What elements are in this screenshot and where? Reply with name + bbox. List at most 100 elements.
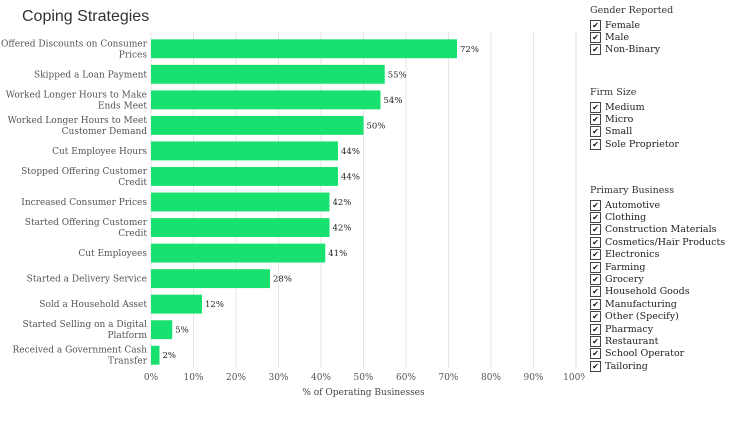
- category-label: Cut Employee Hours: [52, 147, 147, 157]
- checkbox-checked-icon[interactable]: ✔: [590, 236, 601, 248]
- filter-option[interactable]: ✔ Grocery: [590, 273, 725, 286]
- filter-option[interactable]: ✔ Other (Specify): [590, 311, 725, 323]
- filter-option[interactable]: ✔ Female: [590, 19, 673, 31]
- filter-option-label: Clothing: [605, 212, 647, 224]
- bar: [151, 243, 326, 263]
- checkbox-checked-icon[interactable]: ✔: [590, 44, 601, 56]
- filter-option-label: Grocery: [605, 274, 644, 286]
- bar: [151, 320, 173, 340]
- filter-option[interactable]: ✔ Medium: [590, 101, 679, 113]
- filter-option[interactable]: ✔ Sole Proprietor: [590, 138, 679, 150]
- filter-option[interactable]: ✔ Construction Materials: [590, 224, 725, 236]
- filter-option[interactable]: ✔ Pharmacy: [590, 323, 725, 335]
- x-tick-label: 70%: [438, 373, 458, 383]
- checkbox-checked-icon[interactable]: ✔: [590, 212, 601, 224]
- filter-option[interactable]: ✔ Tailoring: [590, 360, 725, 372]
- category-label: Skipped a Loan Payment: [34, 70, 147, 80]
- checkbox-checked-icon[interactable]: ✔: [590, 126, 601, 138]
- filter-option[interactable]: ✔ Micro: [590, 113, 679, 126]
- x-tick-label: 60%: [396, 373, 416, 383]
- x-tick-label: 30%: [268, 373, 288, 383]
- bar: [151, 218, 330, 237]
- data-label: 41%: [328, 249, 347, 259]
- filter-firm-size-title: Firm Size: [590, 87, 637, 98]
- data-label: 42%: [333, 198, 352, 208]
- filter-option-label: Farming: [605, 261, 646, 273]
- filter-option[interactable]: ✔ Clothing: [590, 211, 725, 224]
- filter-option[interactable]: ✔ Manufacturing: [590, 298, 725, 310]
- bar-chart: 0% 10% 20% 30% 40% 50% 60% 70% 80% 90% 100% % of Op…: [1, 32, 585, 398]
- filter-option-label: Other (Specify): [605, 311, 679, 323]
- filter-gender-list: ✔ Female ✔ Male ✔ Non-Binary: [590, 19, 673, 56]
- category-label: Received a Government Cash: [12, 346, 147, 356]
- category-label: Started Offering Customer: [25, 218, 148, 228]
- x-tick-label: 80%: [481, 373, 501, 383]
- category-label: Prices: [119, 50, 148, 60]
- filter-option[interactable]: ✔ Restaurant: [590, 335, 725, 347]
- filter-option[interactable]: ✔ Farming: [590, 261, 725, 273]
- checkbox-checked-icon[interactable]: ✔: [590, 274, 601, 286]
- filter-option-label: Female: [605, 19, 641, 31]
- category-label: Offered Discounts on Consumer: [1, 39, 148, 49]
- checkbox-checked-icon[interactable]: ✔: [590, 261, 601, 273]
- checkbox-checked-icon[interactable]: ✔: [590, 323, 601, 335]
- data-label: 2%: [163, 351, 177, 361]
- bar: [151, 345, 160, 365]
- x-tick-label: 10%: [183, 373, 203, 383]
- filter-option[interactable]: ✔ Small: [590, 126, 679, 138]
- filter-firm-size-list: ✔ Medium ✔ Micro ✔ Small ✔ Sole Proprietor: [590, 101, 679, 151]
- filter-primary-business: Primary Business ✔ Automotive ✔ Clothing ✔ Co…: [590, 185, 725, 372]
- checkbox-checked-icon[interactable]: ✔: [590, 138, 601, 150]
- filter-option-label: Sole Proprietor: [605, 138, 679, 150]
- filter-option[interactable]: ✔ Electronics: [590, 249, 725, 261]
- data-label: 55%: [388, 70, 407, 80]
- filter-option-label: Pharmacy: [605, 323, 654, 335]
- bar: [151, 167, 338, 186]
- filter-option[interactable]: ✔ Household Goods: [590, 286, 725, 298]
- checkbox-checked-icon[interactable]: ✔: [590, 224, 601, 236]
- filter-option[interactable]: ✔ Cosmetics/Hair Products: [590, 236, 725, 248]
- data-label: 54%: [384, 96, 403, 106]
- filter-primary-business-list: ✔ Automotive ✔ Clothing ✔ Construction Materi…: [590, 199, 725, 372]
- x-tick-label: 40%: [311, 373, 331, 383]
- checkbox-checked-icon[interactable]: ✔: [590, 114, 601, 126]
- data-label: 28%: [273, 275, 292, 285]
- filter-option-label: Manufacturing: [605, 298, 677, 310]
- checkbox-checked-icon[interactable]: ✔: [590, 199, 601, 211]
- chart-title: Coping Strategies: [22, 8, 150, 25]
- filter-option[interactable]: ✔ Non-Binary: [590, 44, 673, 56]
- category-label: Customer Demand: [62, 127, 148, 137]
- category-label: Ends Meet: [98, 101, 147, 111]
- filter-option-label: Male: [605, 32, 630, 44]
- checkbox-checked-icon[interactable]: ✔: [590, 298, 601, 310]
- checkbox-checked-icon[interactable]: ✔: [590, 249, 601, 261]
- filter-option[interactable]: ✔ Male: [590, 31, 673, 44]
- bar: [151, 294, 202, 314]
- category-label: Platform: [107, 331, 147, 341]
- filter-option[interactable]: ✔ Automotive: [590, 199, 725, 211]
- bar: [151, 115, 364, 135]
- category-label: Increased Consumer Prices: [21, 198, 147, 208]
- checkbox-checked-icon[interactable]: ✔: [590, 335, 601, 347]
- bar: [151, 90, 381, 110]
- data-label: 50%: [367, 121, 386, 131]
- filter-option-label: Electronics: [605, 249, 660, 261]
- x-tick-label: 90%: [523, 373, 543, 383]
- checkbox-checked-icon[interactable]: ✔: [590, 311, 601, 323]
- category-label: Worked Longer Hours to Meet: [8, 116, 148, 126]
- bar: [151, 269, 270, 289]
- checkbox-checked-icon[interactable]: ✔: [590, 32, 601, 44]
- filter-firm-size: Firm Size ✔ Medium ✔ Micro ✔ Small ✔ Sole Propr…: [590, 87, 679, 151]
- checkbox-checked-icon[interactable]: ✔: [590, 360, 601, 372]
- category-label: Worked Longer Hours to Make: [6, 90, 147, 100]
- checkbox-checked-icon[interactable]: ✔: [590, 348, 601, 360]
- filter-option[interactable]: ✔ School Operator: [590, 348, 725, 360]
- checkbox-checked-icon[interactable]: ✔: [590, 101, 601, 113]
- checkbox-checked-icon[interactable]: ✔: [590, 286, 601, 298]
- filter-option-label: Construction Materials: [605, 224, 717, 236]
- checkbox-checked-icon[interactable]: ✔: [590, 19, 601, 31]
- filter-gender-title: Gender Reported: [590, 5, 674, 16]
- x-tick-label: 0%: [144, 373, 159, 383]
- category-label: Credit: [118, 229, 147, 239]
- bar: [151, 39, 457, 59]
